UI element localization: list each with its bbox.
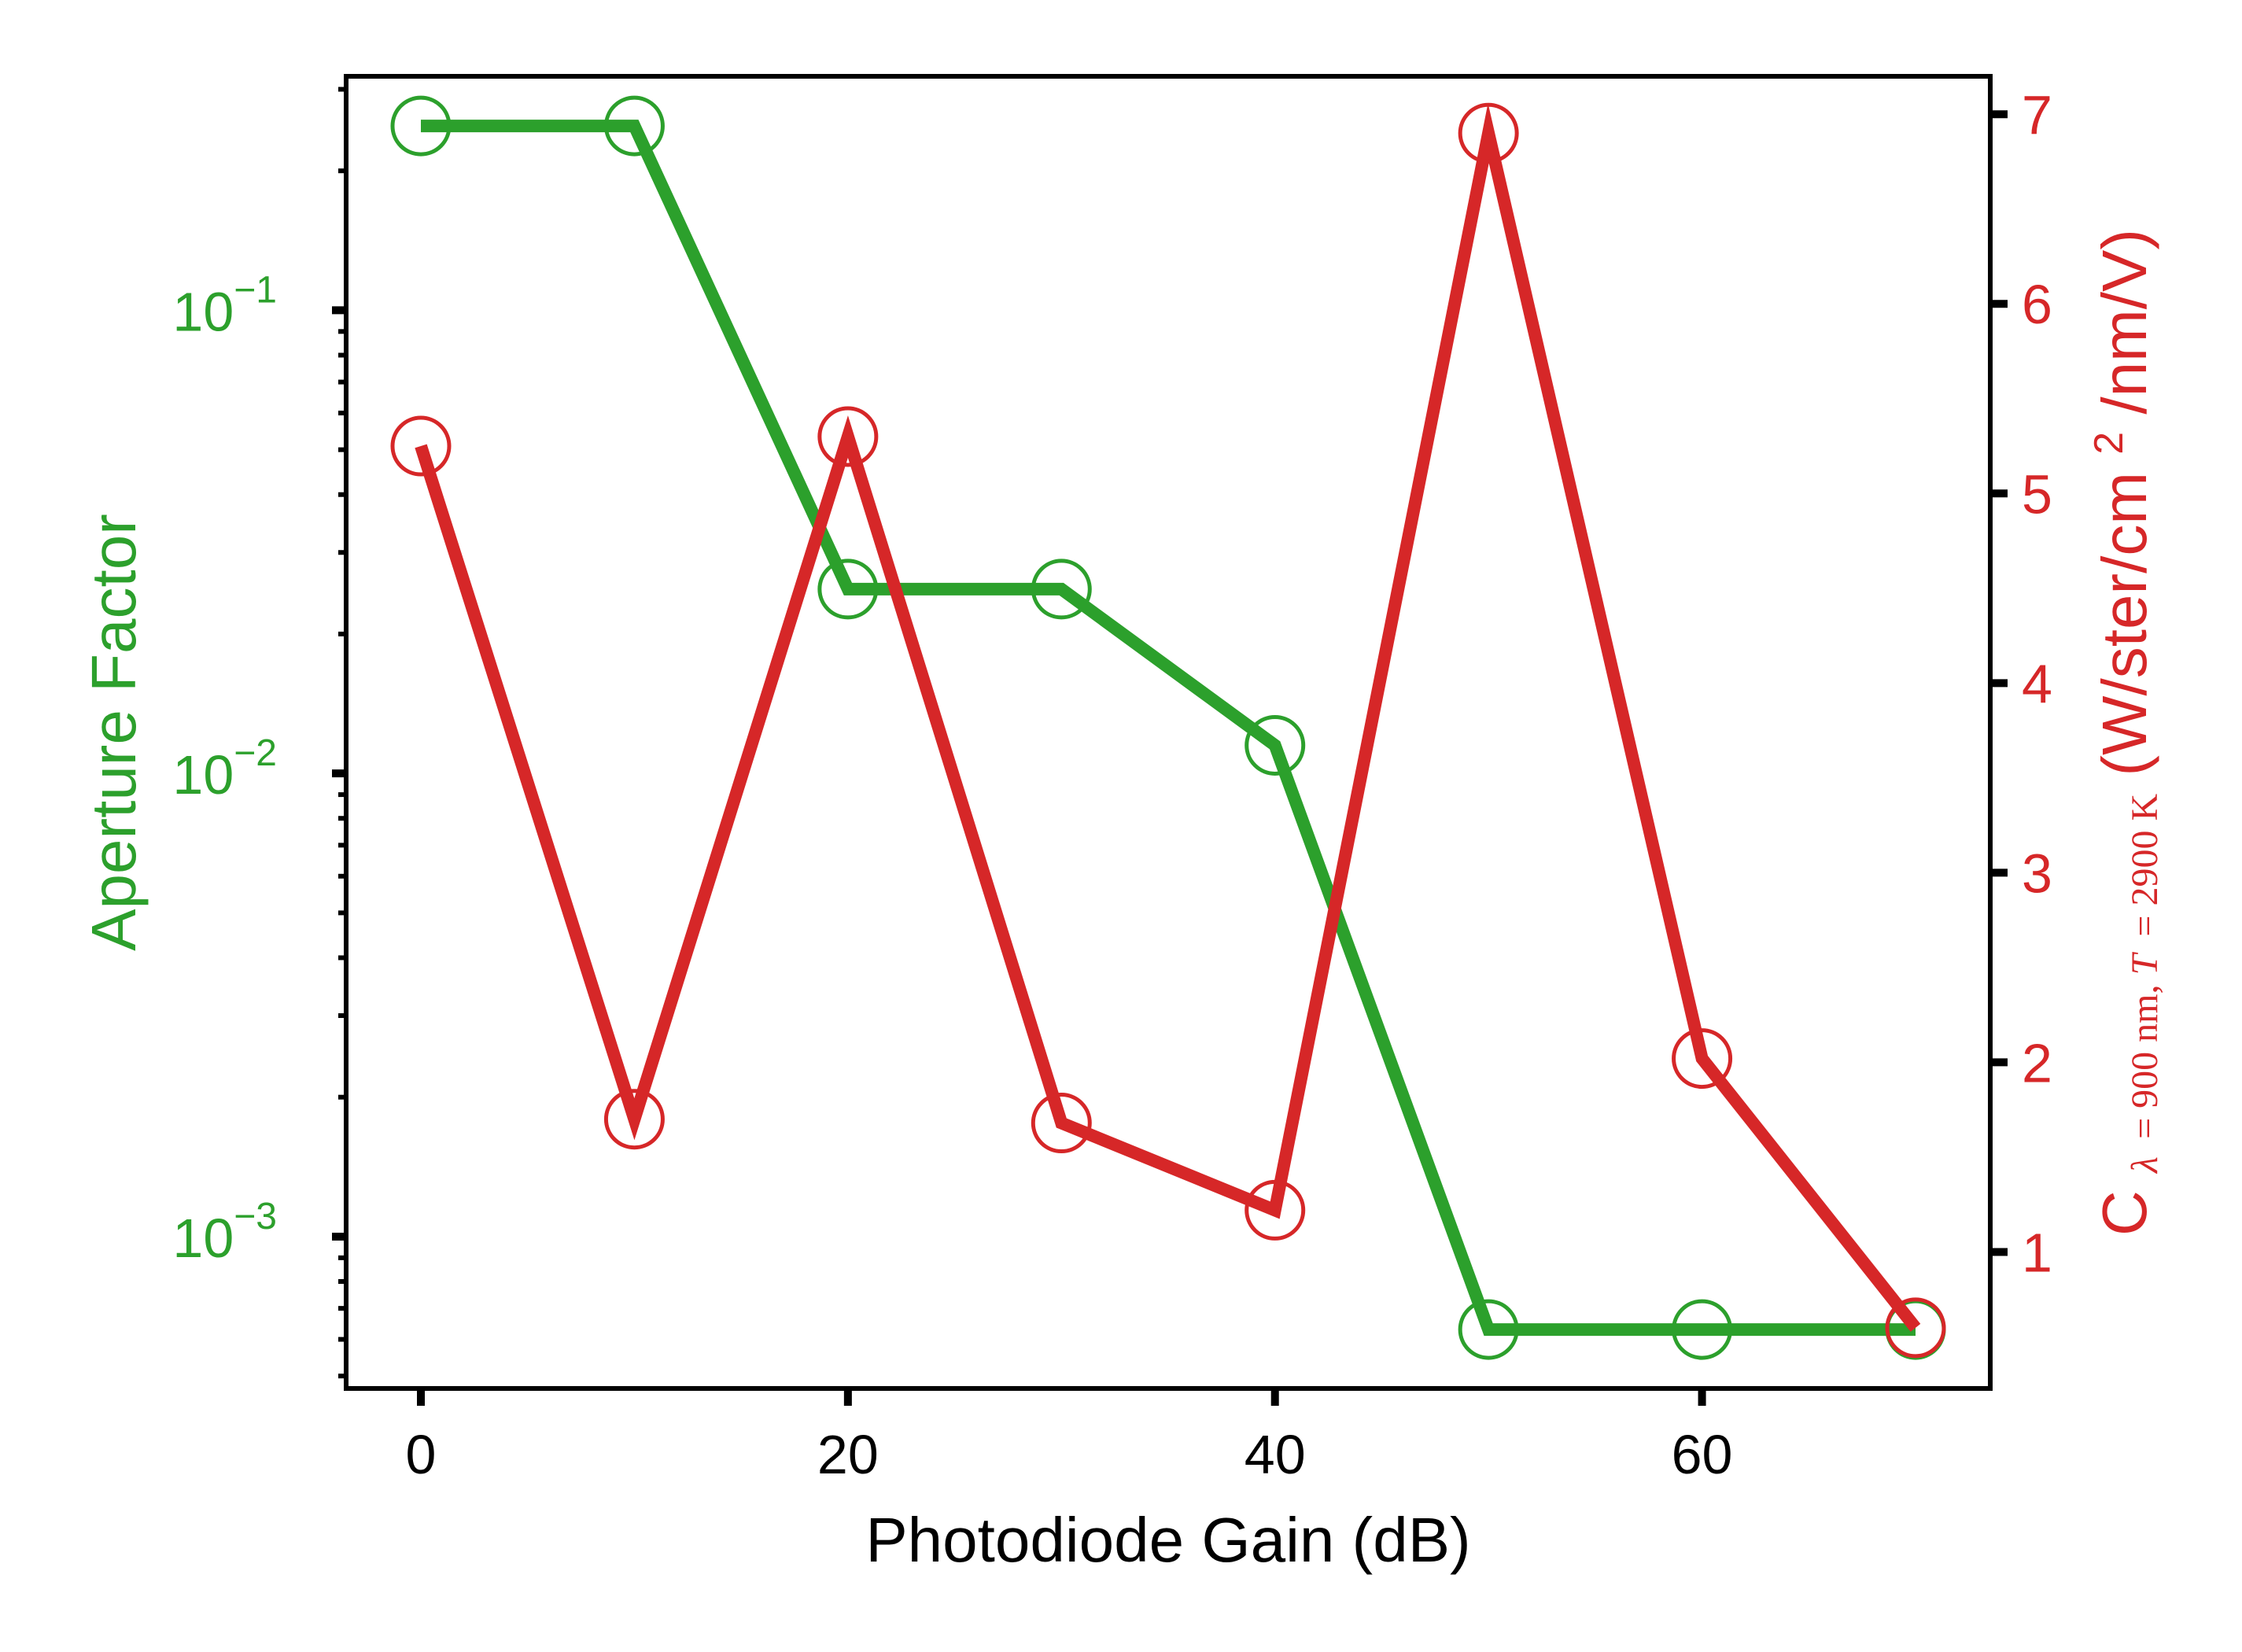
right-tick-label: 6 xyxy=(2022,274,2052,335)
x-tick-label: 20 xyxy=(817,1424,879,1485)
series-right-marker xyxy=(817,406,879,467)
series-left-marker xyxy=(603,95,665,157)
left-tick-label: 10−2 xyxy=(172,732,277,806)
plot-frame xyxy=(344,74,1993,1391)
right-tick-label: 3 xyxy=(2022,843,2052,904)
series-right-marker xyxy=(390,415,452,477)
left-tick-label: 10−1 xyxy=(172,269,277,342)
series-left-marker xyxy=(390,95,452,157)
series-left-marker xyxy=(817,559,879,620)
plot-marks xyxy=(390,95,1946,1360)
right-axis-title-sub-lambda: λ xyxy=(2124,1156,2166,1174)
left-tick-label: 10−3 xyxy=(172,1196,277,1269)
right-axis-title-sub-t-rest: = 2900 K xyxy=(2124,794,2166,937)
series-left-marker xyxy=(1458,1299,1519,1360)
right-tick-label: 4 xyxy=(2022,653,2052,714)
right-axis-title-units-sup: 2 xyxy=(2086,432,2132,455)
series-right-line xyxy=(415,103,1921,1332)
series-right-marker xyxy=(1672,1028,1733,1090)
x-tick-label: 40 xyxy=(1245,1424,1306,1485)
series-right-marker xyxy=(1245,1179,1306,1241)
right-tick-label: 5 xyxy=(2022,463,2052,525)
series-left-marker xyxy=(1245,714,1306,776)
right-axis-title-sub-t: T xyxy=(2124,952,2166,975)
series-right-marker xyxy=(1885,1297,1946,1359)
series-right-marker xyxy=(1458,102,1519,164)
axes-layer: 0 20 40 60 10−3 10−2 10−1 1 2 3 4 5 6 7 xyxy=(172,74,2052,1485)
right-axis-title-c: C xyxy=(2089,1190,2159,1236)
series-left-marker xyxy=(1031,559,1092,620)
series-left-line xyxy=(421,120,1916,1337)
series-right-marker xyxy=(603,1089,665,1150)
right-axis-title-sub-rest: = 900 nm, xyxy=(2124,975,2166,1139)
right-axis-title: C λ = 900 nm, T = 2900 K (W/ster/cm 2 /n… xyxy=(2066,229,2170,1236)
right-tick-label: 7 xyxy=(2022,84,2052,146)
series-left-marker xyxy=(1672,1299,1733,1360)
right-axis-title-units-pre: (W/ster/cm xyxy=(2089,472,2159,776)
left-axis-title: Aperture Factor xyxy=(79,514,149,951)
series-right-marker xyxy=(1031,1093,1092,1154)
x-tick-label: 60 xyxy=(1672,1424,1733,1485)
right-axis-title-units-post: /nm/V) xyxy=(2089,229,2159,415)
right-tick-label: 1 xyxy=(2022,1222,2052,1283)
x-tick-label: 0 xyxy=(406,1424,437,1485)
x-axis-title: Photodiode Gain (dB) xyxy=(865,1505,1470,1575)
right-tick-label: 2 xyxy=(2022,1032,2052,1093)
